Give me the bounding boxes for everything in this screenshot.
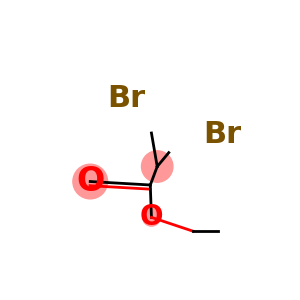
Circle shape <box>73 164 108 199</box>
Circle shape <box>143 208 160 226</box>
Text: Br: Br <box>203 120 242 149</box>
Text: Br: Br <box>107 84 145 113</box>
Text: O: O <box>140 203 163 231</box>
Circle shape <box>142 151 173 182</box>
Text: O: O <box>76 165 104 198</box>
